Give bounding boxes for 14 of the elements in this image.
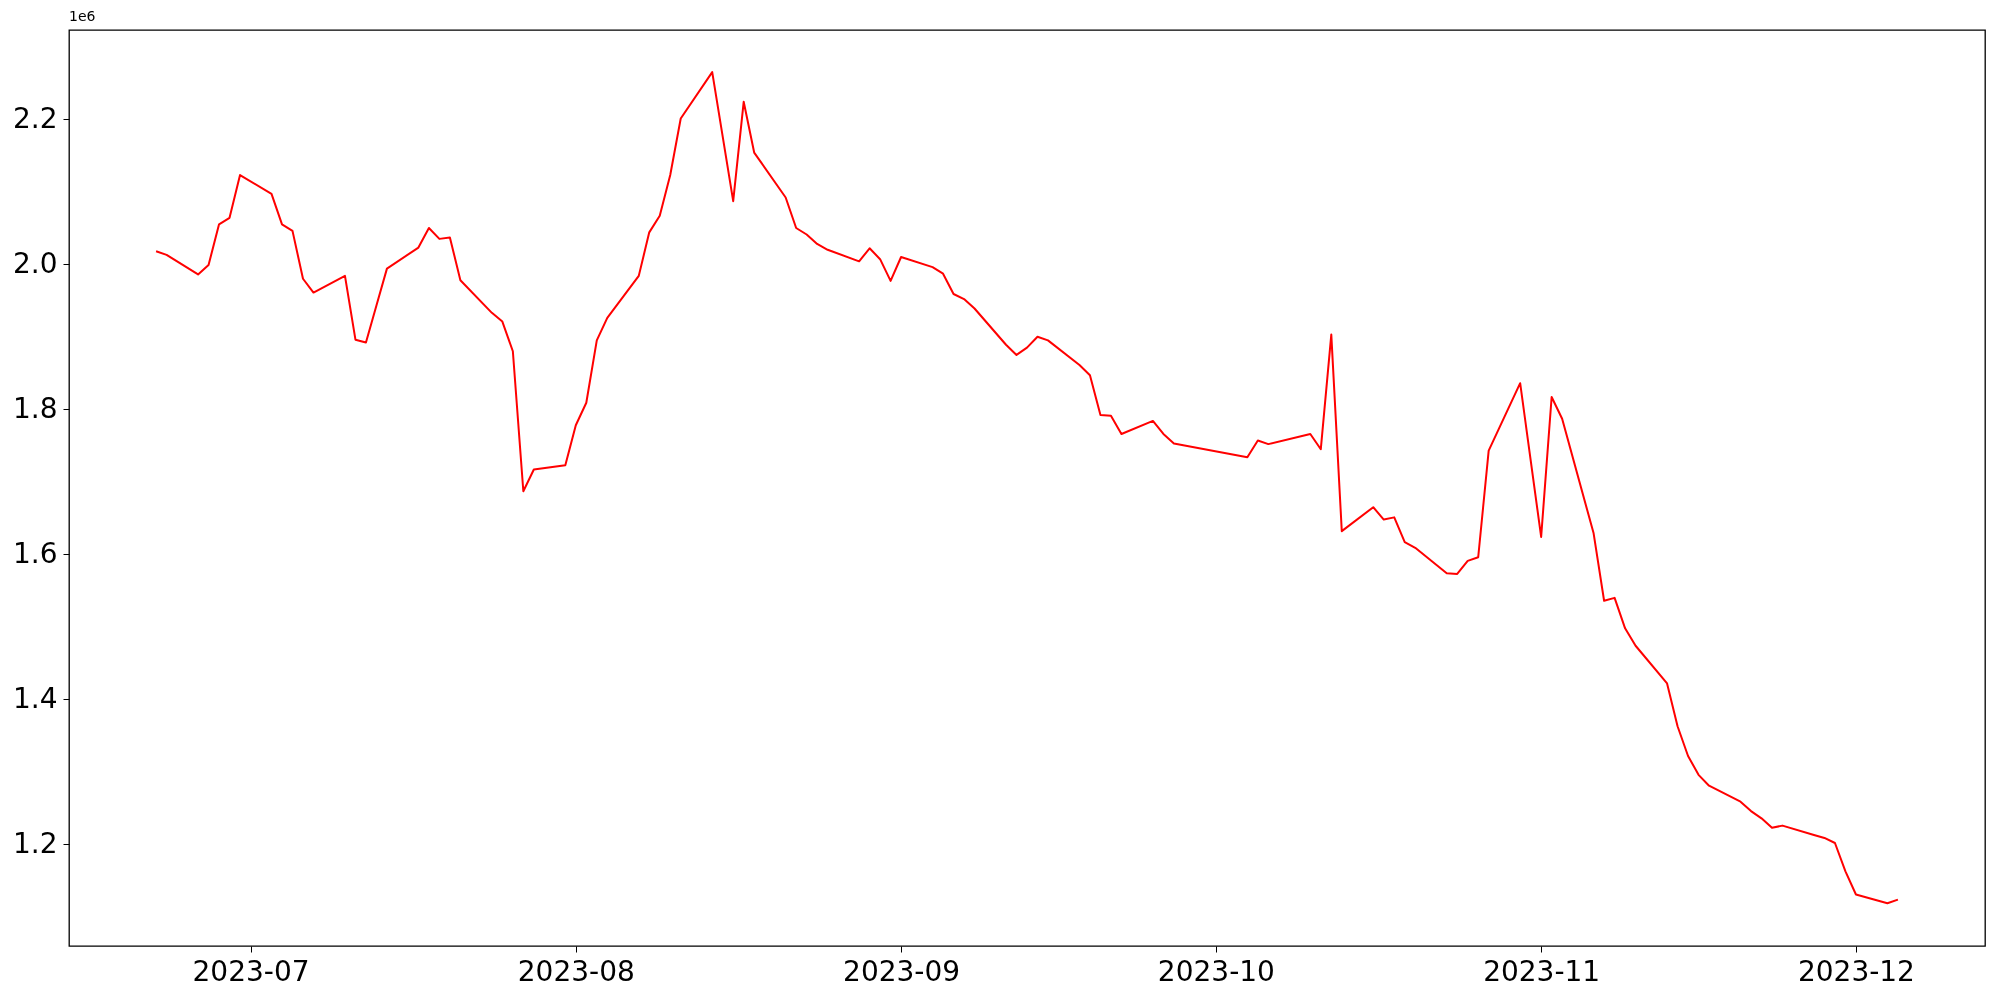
y-tick-label: 1.6 xyxy=(12,536,58,570)
x-tick-label: 2023-12 xyxy=(1797,954,1915,988)
x-tick-label: 2023-10 xyxy=(1157,954,1275,988)
text: 1e6 xyxy=(69,8,96,24)
x-tick-label: 2023-07 xyxy=(192,954,310,988)
x-tick-label: 2023-11 xyxy=(1483,954,1601,988)
line-series xyxy=(155,71,1899,905)
y-tick-label: 2.0 xyxy=(12,246,58,280)
y-tick-label: 1.4 xyxy=(12,681,58,715)
x-tick-label: 2023-08 xyxy=(517,954,635,988)
x-tick-label: 2023-09 xyxy=(843,954,961,988)
y-tick-label: 1.8 xyxy=(12,391,58,425)
y-tick-label: 1.2 xyxy=(12,826,58,860)
y-tick-label: 2.2 xyxy=(12,101,58,135)
